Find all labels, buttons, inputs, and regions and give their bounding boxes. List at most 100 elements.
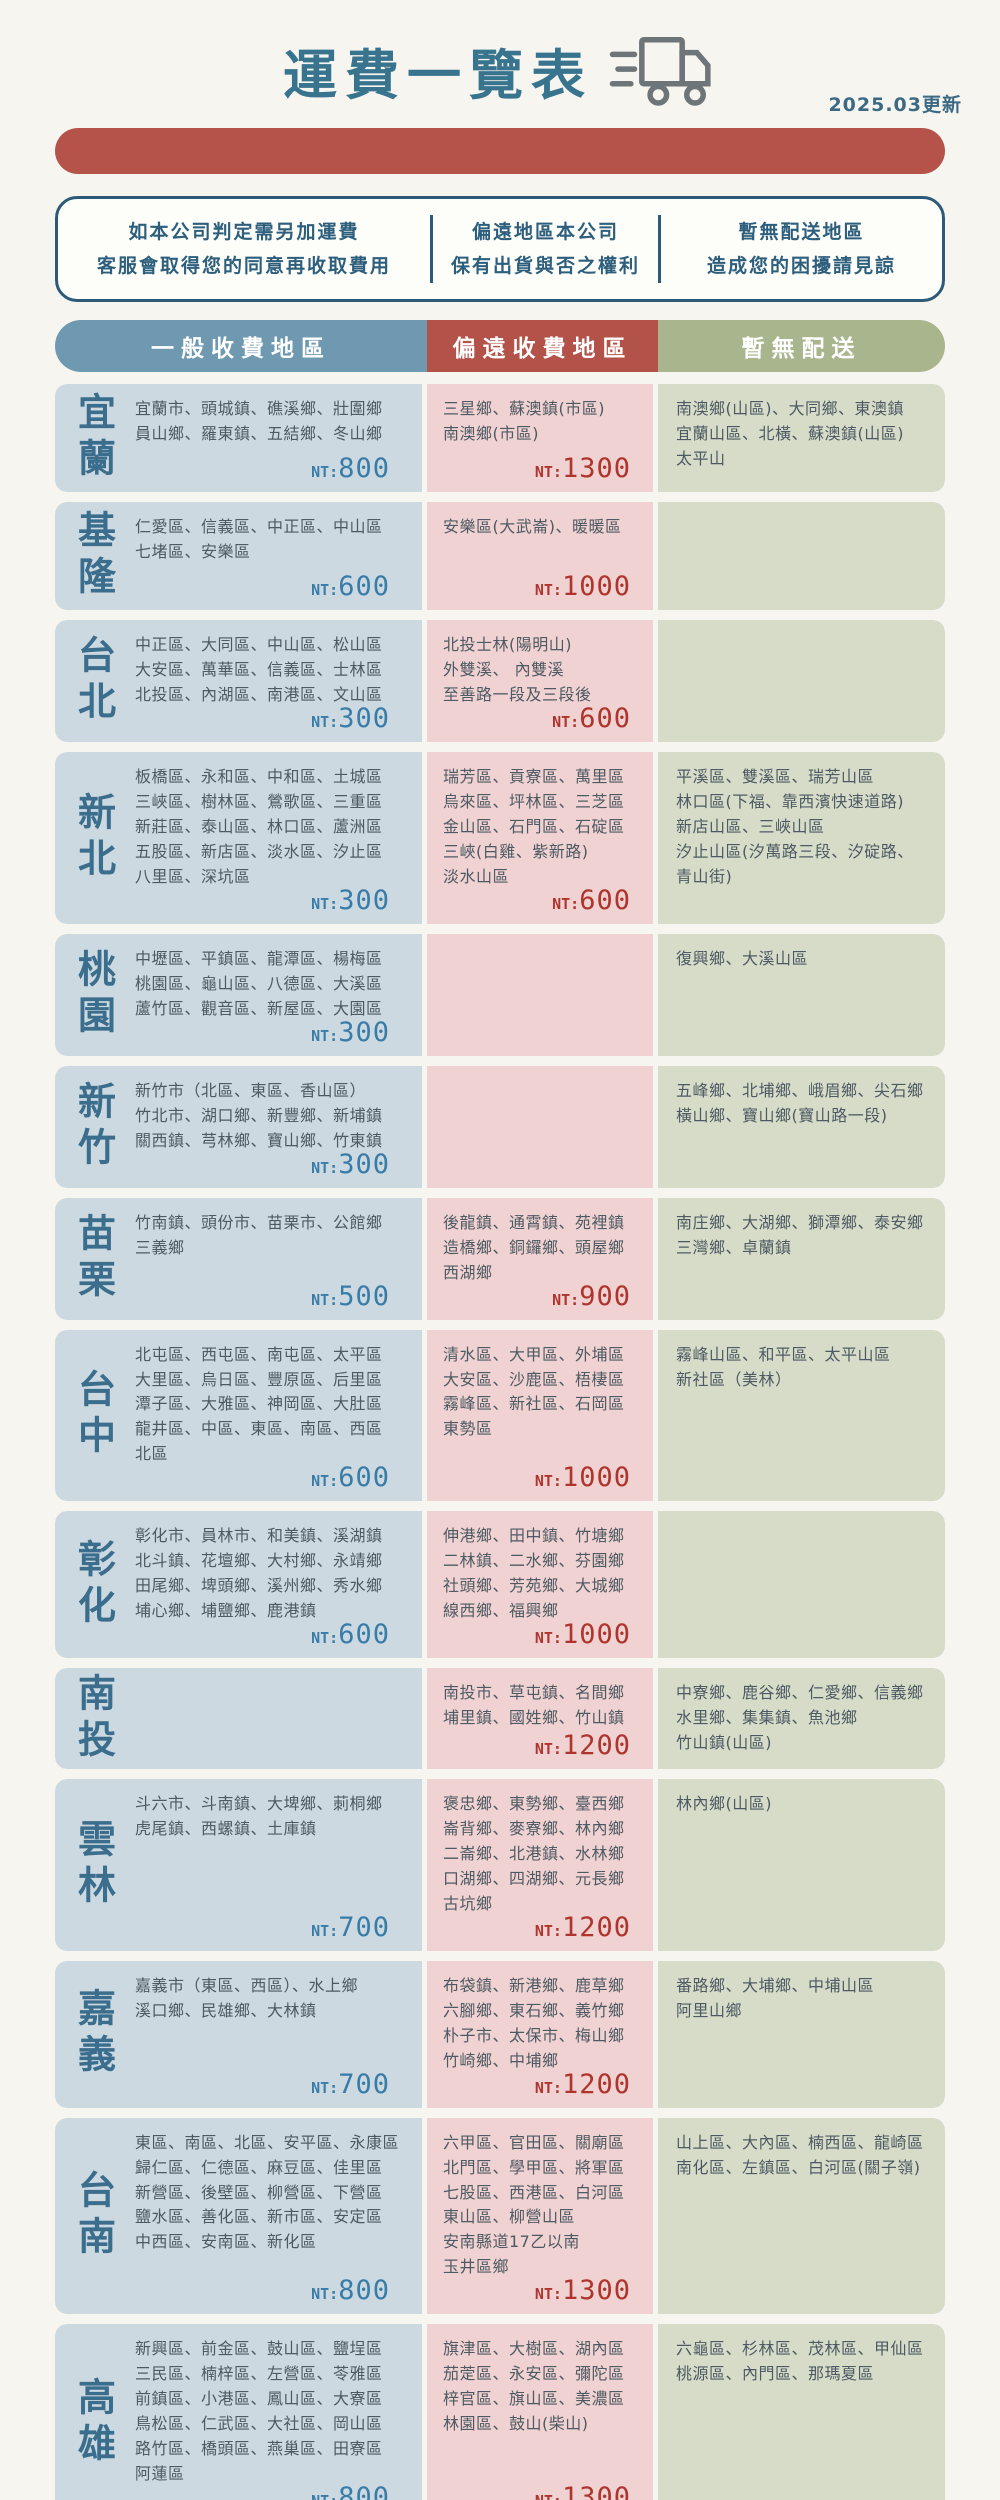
price-amount: 500 bbox=[338, 1280, 390, 1312]
fee-table-header: 一般收費地區 偏遠收費地區 暫無配送 bbox=[55, 320, 945, 373]
fee-row: 新竹 新竹市（北區、東區、香山區） 竹北市、湖口鄉、新豐鄉、新埔鎮 關西鎮、芎林… bbox=[55, 1065, 945, 1188]
fee-row: 桃園 中壢區、平鎮區、龍潭區、楊梅區 桃園區、龜山區、八德區、大溪區 蘆竹區、觀… bbox=[55, 934, 945, 1056]
fee-row: 台北 中正區、大同區、中山區、松山區 大安區、萬華區、信義區、士林區 北投區、內… bbox=[55, 620, 945, 743]
no-delivery-cell: 平溪區、雙溪區、瑞芳山區 林口區(下福、靠西濱快速道路) 新店山區、三峽山區 汐… bbox=[658, 752, 945, 924]
no-delivery-areas: 林內鄉(山區) bbox=[676, 1794, 772, 1814]
general-cell: 高雄 新興區、前金區、鼓山區、鹽埕區 三民區、楠梓區、左營區、苓雅區 前鎮區、小… bbox=[55, 2324, 422, 2500]
price-amount: 800 bbox=[338, 2482, 390, 2500]
general-price: NT:800 bbox=[311, 2275, 390, 2306]
general-cell: 台南 東區、南區、北區、安平區、永康區 歸仁區、仁德區、麻豆區、佳里區 新營區、… bbox=[55, 2117, 422, 2315]
price-amount: 600 bbox=[579, 885, 631, 916]
price-amount: 1300 bbox=[561, 2482, 631, 2500]
price-amount: 600 bbox=[338, 571, 390, 603]
remote-cell: 褒忠鄉、東勢鄉、臺西鄉 崙背鄉、麥寮鄉、林內鄉 二崙鄉、北港鎮、水林鄉 口湖鄉、… bbox=[427, 1779, 653, 1951]
currency-label: NT: bbox=[311, 1290, 339, 1309]
fee-row: 雲林 斗六市、斗南鎮、大埤鄉、莿桐鄉 虎尾鎮、西螺鎮、土庫鎮 NT:700 褒忠… bbox=[55, 1779, 945, 1951]
currency-label: NT: bbox=[311, 463, 339, 482]
remote-cell: 北投士林(陽明山) 外雙溪、 內雙溪 至善路一段及三段後 NT:600 bbox=[427, 620, 653, 743]
general-price: NT:300 bbox=[311, 703, 390, 734]
general-price: NT:500 bbox=[311, 1281, 390, 1312]
general-areas: 板橋區、永和區、中和區、土城區 三峽區、樹林區、鶯歌區、三重區 新莊區、泰山區、… bbox=[135, 767, 383, 887]
no-delivery-cell: 番路鄉、大埔鄉、中埔山區 阿里山鄉 bbox=[658, 1960, 945, 2108]
remote-areas: 安樂區(大武崙)、暖暖區 bbox=[443, 517, 622, 537]
price-amount: 700 bbox=[338, 1911, 390, 1943]
no-delivery-cell: 中寮鄉、鹿谷鄉、仁愛鄉、信義鄉 水里鄉、集集鎮、魚池鄉 竹山鎮(山區) bbox=[658, 1668, 945, 1770]
general-areas: 新竹市（北區、東區、香山區） 竹北市、湖口鄉、新豐鄉、新埔鎮 關西鎮、芎林鄉、寶… bbox=[135, 1080, 383, 1150]
region-name: 宜蘭 bbox=[71, 392, 116, 485]
column-header-remote: 偏遠收費地區 bbox=[427, 320, 658, 373]
no-delivery-cell: 南澳鄉(山區)、大同鄉、東澳鎮 宜蘭山區、北橫、蘇澳鎮(山區) 太平山 bbox=[658, 384, 945, 493]
price-amount: 300 bbox=[338, 1148, 390, 1180]
fee-row: 苗栗 竹南鎮、頭份市、苗栗市、公館鄉 三義鄉 NT:500 後龍鎮、通霄鎮、苑裡… bbox=[55, 1197, 945, 1320]
remote-price: NT:1200 bbox=[535, 2069, 631, 2100]
region-name: 新北 bbox=[71, 792, 116, 885]
currency-label: NT: bbox=[311, 1472, 339, 1491]
fee-row: 新北 板橋區、永和區、中和區、土城區 三峽區、樹林區、鶯歌區、三重區 新莊區、泰… bbox=[55, 752, 945, 924]
currency-label: NT: bbox=[534, 1921, 562, 1940]
remote-areas: 伸港鄉、田中鎮、竹塘鄉 二林鎮、二水鄉、芬園鄉 社頭鄉、芳苑鄉、大城鄉 線西鄉、… bbox=[443, 1526, 625, 1621]
no-delivery-areas: 中寮鄉、鹿谷鄉、仁愛鄉、信義鄉 水里鄉、集集鎮、魚池鄉 竹山鎮(山區) bbox=[676, 1683, 924, 1753]
general-cell: 桃園 中壢區、平鎮區、龍潭區、楊梅區 桃園區、龜山區、八德區、大溪區 蘆竹區、觀… bbox=[55, 934, 422, 1056]
currency-label: NT: bbox=[552, 713, 580, 732]
general-areas bbox=[133, 1668, 422, 1769]
no-delivery-cell bbox=[658, 502, 945, 611]
remote-price: NT:600 bbox=[552, 703, 631, 734]
remote-cell: 三星鄉、蘇澳鎮(市區) 南澳鄉(市區) NT:1300 bbox=[427, 384, 653, 493]
remote-areas: 南投市、草屯鎮、名間鄉 埔里鎮、國姓鄉、竹山鎮 bbox=[443, 1683, 625, 1728]
general-price: NT:800 bbox=[311, 453, 390, 484]
no-delivery-cell: 林內鄉(山區) bbox=[658, 1779, 945, 1951]
remote-cell bbox=[427, 1065, 653, 1188]
page-header: 運費一覽表 bbox=[0, 0, 1000, 112]
region-name: 彰化 bbox=[71, 1538, 116, 1631]
region-name: 高雄 bbox=[71, 2376, 116, 2469]
price-amount: 1300 bbox=[561, 2275, 631, 2307]
general-areas: 北屯區、西屯區、南屯區、太平區 大里區、烏日區、豐原區、后里區 潭子區、大雅區、… bbox=[135, 1344, 383, 1464]
currency-label: NT: bbox=[311, 2492, 338, 2500]
price-amount: 800 bbox=[338, 2275, 390, 2307]
remote-areas bbox=[427, 1066, 653, 1113]
remote-areas: 後龍鎮、通霄鎮、苑裡鎮 造橋鄉、銅鑼鄉、頭屋鄉 西湖鄉 bbox=[443, 1212, 625, 1282]
remote-price: NT:600 bbox=[552, 885, 631, 916]
remote-price: NT:1300 bbox=[535, 2482, 631, 2500]
currency-label: NT: bbox=[534, 1740, 562, 1759]
price-amount: 1000 bbox=[561, 571, 631, 603]
price-amount: 1200 bbox=[561, 2068, 631, 2100]
price-amount: 900 bbox=[579, 1280, 631, 1312]
remote-cell: 南投市、草屯鎮、名間鄉 埔里鎮、國姓鄉、竹山鎮 NT:1200 bbox=[427, 1668, 653, 1770]
column-header-no-delivery: 暫無配送 bbox=[658, 320, 945, 373]
currency-label: NT: bbox=[552, 895, 580, 913]
remote-cell: 清水區、大甲區、外埔區 大安區、沙鹿區、梧棲區 霧峰區、新社區、石岡區 東勢區 … bbox=[427, 1329, 653, 1502]
general-price: NT:700 bbox=[311, 2069, 390, 2100]
region-name: 台南 bbox=[71, 2169, 116, 2262]
no-delivery-areas bbox=[658, 620, 945, 646]
no-delivery-areas: 霧峰山區、和平區、太平山區 新社區（美林） bbox=[676, 1344, 891, 1389]
general-cell: 新北 板橋區、永和區、中和區、土城區 三峽區、樹林區、鶯歌區、三重區 新莊區、泰… bbox=[55, 752, 422, 924]
remote-cell: 瑞芳區、貢寮區、萬里區 烏來區、坪林區、三芝區 金山區、石門區、石碇區 三峽(白… bbox=[427, 752, 653, 924]
note-no-delivery: 暫無配送地區 造成您的困擾請見諒 bbox=[706, 221, 896, 278]
remote-price: NT:1300 bbox=[535, 453, 631, 484]
remote-cell: 伸港鄉、田中鎮、竹塘鄉 二林鎮、二水鄉、芬園鄉 社頭鄉、芳苑鄉、大城鄉 線西鄉、… bbox=[427, 1511, 653, 1659]
remote-price: NT:1200 bbox=[535, 1912, 631, 1943]
general-cell: 南投 bbox=[55, 1668, 422, 1770]
price-amount: 600 bbox=[338, 1619, 390, 1651]
general-cell: 宜蘭 宜蘭市、頭城鎮、礁溪鄉、壯圍鄉 員山鄉、羅東鎮、五結鄉、冬山鄉 NT:80… bbox=[55, 384, 422, 493]
general-price: NT:600 bbox=[311, 1619, 390, 1650]
price-amount: 1200 bbox=[561, 1911, 631, 1943]
general-cell: 台北 中正區、大同區、中山區、松山區 大安區、萬華區、信義區、士林區 北投區、內… bbox=[55, 620, 422, 743]
truck-icon bbox=[609, 37, 711, 106]
no-delivery-areas: 南庄鄉、大湖鄉、獅潭鄉、泰安鄉 三灣鄉、卓蘭鎮 bbox=[676, 1212, 924, 1257]
price-amount: 300 bbox=[338, 1016, 390, 1048]
no-delivery-areas: 六龜區、杉林區、茂林區、甲仙區 桃源區、內門區、那瑪夏區 bbox=[676, 2339, 924, 2384]
no-delivery-areas bbox=[658, 1511, 945, 1537]
general-cell: 台中 北屯區、西屯區、南屯區、太平區 大里區、烏日區、豐原區、后里區 潭子區、大… bbox=[55, 1329, 422, 1502]
region-name: 嘉義 bbox=[71, 1988, 116, 2081]
region-name: 桃園 bbox=[71, 948, 116, 1041]
fee-table-body: 宜蘭 宜蘭市、頭城鎮、礁溪鄉、壯圍鄉 員山鄉、羅東鎮、五結鄉、冬山鄉 NT:80… bbox=[55, 384, 945, 2500]
remote-price: NT:1000 bbox=[535, 1462, 631, 1493]
price-amount: 300 bbox=[338, 703, 390, 735]
price-amount: 700 bbox=[338, 2068, 390, 2100]
general-areas: 中壢區、平鎮區、龍潭區、楊梅區 桃園區、龜山區、八德區、大溪區 蘆竹區、觀音區、… bbox=[135, 949, 383, 1018]
price-amount: 1000 bbox=[561, 1462, 631, 1494]
currency-label: NT: bbox=[534, 2078, 562, 2097]
no-delivery-cell: 復興鄉、大溪山區 bbox=[658, 934, 945, 1056]
